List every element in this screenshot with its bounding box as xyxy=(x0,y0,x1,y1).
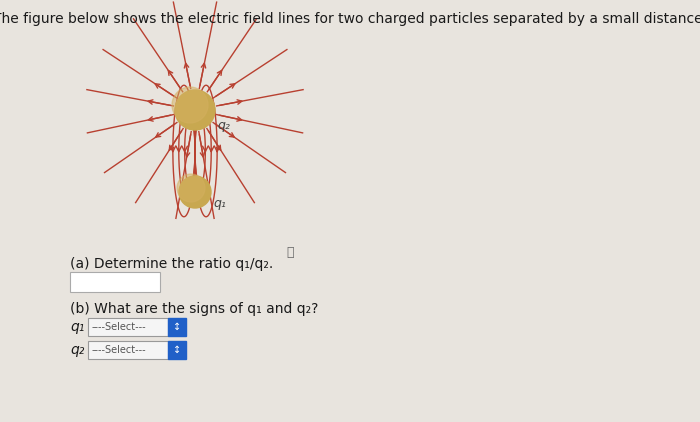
Circle shape xyxy=(177,174,205,202)
Circle shape xyxy=(175,90,215,130)
Text: q₂: q₂ xyxy=(217,119,230,132)
Text: q₁: q₁ xyxy=(70,320,85,334)
Text: ----Select---: ----Select--- xyxy=(92,322,146,332)
Text: q₁: q₁ xyxy=(213,197,226,211)
Text: (a) Determine the ratio q₁/q₂.: (a) Determine the ratio q₁/q₂. xyxy=(70,257,273,271)
Text: The figure below shows the electric field lines for two charged particles separa: The figure below shows the electric fiel… xyxy=(0,12,700,26)
Text: ↕: ↕ xyxy=(173,322,181,332)
FancyBboxPatch shape xyxy=(88,341,168,359)
FancyBboxPatch shape xyxy=(88,318,168,336)
Text: ↕: ↕ xyxy=(173,345,181,355)
Circle shape xyxy=(172,87,208,123)
FancyBboxPatch shape xyxy=(168,341,186,359)
Text: ----Select---: ----Select--- xyxy=(92,345,146,355)
Text: (b) What are the signs of q₁ and q₂?: (b) What are the signs of q₁ and q₂? xyxy=(70,302,318,316)
Circle shape xyxy=(179,176,211,208)
FancyBboxPatch shape xyxy=(168,318,186,336)
Text: ⓘ: ⓘ xyxy=(286,246,294,259)
FancyBboxPatch shape xyxy=(70,272,160,292)
Text: q₂: q₂ xyxy=(70,343,85,357)
